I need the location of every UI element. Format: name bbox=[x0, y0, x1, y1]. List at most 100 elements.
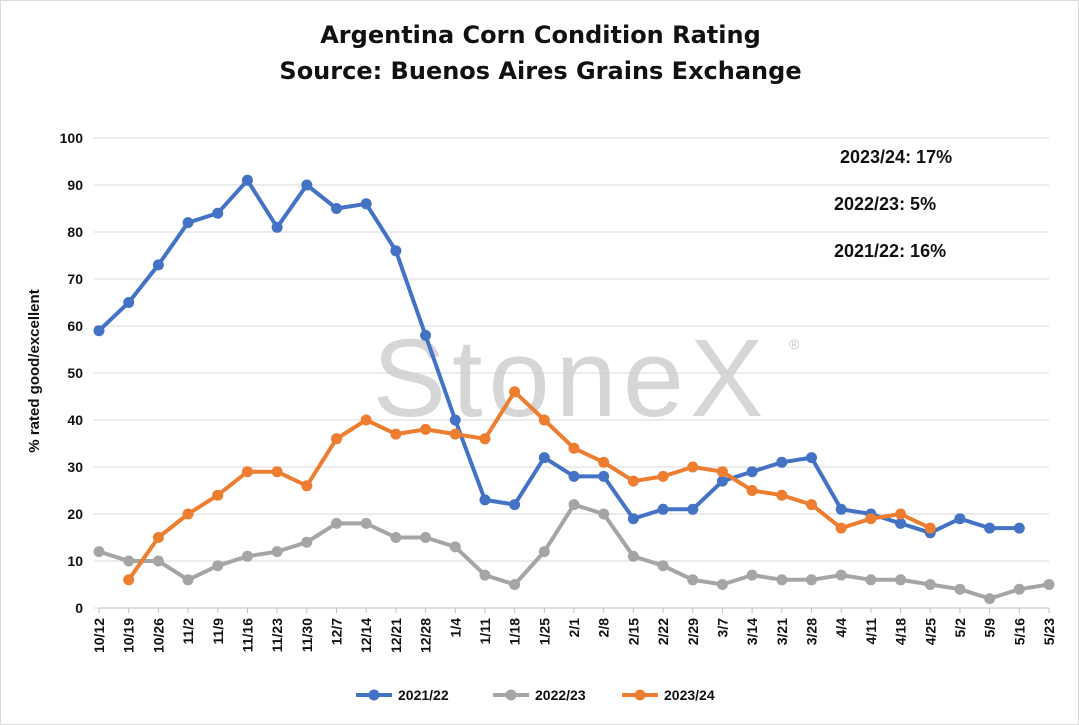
data-point bbox=[806, 574, 817, 586]
data-point bbox=[449, 541, 461, 553]
data-point bbox=[331, 433, 342, 445]
y-tick-label: 30 bbox=[67, 459, 83, 475]
data-point bbox=[716, 466, 728, 478]
data-point bbox=[568, 442, 580, 454]
data-point bbox=[865, 574, 877, 586]
data-point bbox=[598, 470, 610, 482]
data-point bbox=[479, 494, 491, 506]
data-point bbox=[746, 485, 758, 496]
data-point bbox=[1013, 522, 1025, 534]
legend-label: 2022/23 bbox=[535, 687, 586, 703]
data-point bbox=[360, 198, 372, 210]
series-2022/23 bbox=[93, 499, 1055, 605]
data-point bbox=[806, 499, 817, 511]
data-point bbox=[123, 555, 135, 567]
data-point bbox=[301, 179, 313, 191]
x-tick-label: 4/25 bbox=[922, 618, 938, 645]
data-point bbox=[716, 579, 728, 590]
data-point bbox=[182, 508, 194, 520]
data-point bbox=[301, 536, 313, 548]
x-tick-label: 2/8 bbox=[596, 618, 612, 638]
data-point bbox=[835, 503, 847, 515]
data-point bbox=[449, 414, 461, 426]
data-point bbox=[687, 461, 699, 473]
data-point bbox=[687, 503, 699, 515]
chart-subtitle: Source: Buenos Aires Grains Exchange bbox=[279, 57, 802, 85]
x-tick-label: 12/14 bbox=[358, 618, 374, 653]
x-tick-label: 11/23 bbox=[269, 618, 285, 652]
data-point bbox=[212, 489, 224, 501]
x-tick-label: 10/19 bbox=[121, 618, 137, 653]
data-point bbox=[271, 466, 283, 478]
watermark: StoneX bbox=[373, 317, 770, 440]
data-point bbox=[835, 569, 847, 581]
x-tick-label: 5/9 bbox=[982, 618, 998, 638]
data-point bbox=[509, 499, 521, 511]
data-point bbox=[93, 325, 105, 337]
series-lines bbox=[93, 174, 1055, 605]
data-point bbox=[538, 414, 550, 426]
data-point bbox=[241, 466, 253, 478]
y-tick-label: 90 bbox=[67, 177, 83, 193]
data-point bbox=[895, 508, 907, 520]
x-tick-label: 4/18 bbox=[893, 618, 909, 645]
x-tick-label: 2/15 bbox=[625, 618, 641, 645]
data-point bbox=[390, 245, 402, 257]
y-tick-label: 50 bbox=[67, 365, 83, 381]
x-tick-label: 10/26 bbox=[150, 618, 166, 653]
data-point bbox=[598, 456, 610, 468]
legend-swatch-marker bbox=[505, 689, 517, 701]
data-point bbox=[331, 203, 342, 214]
y-tick-label: 60 bbox=[67, 318, 83, 334]
data-point bbox=[716, 475, 728, 487]
x-tick-label: 11/16 bbox=[239, 618, 255, 652]
y-tick-label: 0 bbox=[75, 600, 83, 616]
x-tick-label: 12/7 bbox=[329, 618, 345, 645]
data-point bbox=[835, 522, 847, 534]
data-point bbox=[776, 574, 788, 586]
y-tick-label: 100 bbox=[60, 130, 84, 146]
x-tick-label: 1/25 bbox=[536, 618, 552, 645]
data-point bbox=[1013, 583, 1025, 595]
data-point bbox=[449, 428, 461, 440]
data-point bbox=[420, 532, 432, 543]
data-point bbox=[538, 546, 550, 558]
data-point bbox=[420, 329, 432, 341]
data-point bbox=[627, 475, 639, 487]
series-2023/24 bbox=[123, 386, 936, 586]
series-2021/22 bbox=[93, 174, 1025, 539]
legend-label: 2021/22 bbox=[398, 687, 449, 703]
x-tick-label: 2/29 bbox=[685, 618, 701, 645]
data-point bbox=[271, 221, 283, 233]
data-point bbox=[924, 522, 936, 534]
data-point bbox=[568, 470, 580, 482]
x-tick-label: 1/18 bbox=[507, 618, 523, 645]
annotation-label: 2022/23: 5% bbox=[834, 194, 936, 214]
data-point bbox=[1043, 579, 1055, 590]
data-point bbox=[627, 550, 639, 562]
data-point bbox=[657, 560, 669, 572]
data-point bbox=[301, 480, 313, 492]
data-point bbox=[865, 513, 877, 525]
data-point bbox=[212, 560, 224, 572]
legend-swatch-marker bbox=[368, 689, 380, 701]
data-point bbox=[479, 433, 491, 445]
legend-swatch-marker bbox=[634, 689, 646, 701]
legend-item: 2022/23 bbox=[493, 687, 586, 703]
data-point bbox=[182, 217, 194, 229]
data-point bbox=[984, 593, 996, 605]
x-tick-label: 11/30 bbox=[299, 618, 315, 652]
y-tick-label: 70 bbox=[67, 271, 83, 287]
data-point bbox=[360, 517, 372, 529]
data-point bbox=[123, 297, 135, 308]
x-tick-label: 11/2 bbox=[180, 618, 196, 645]
data-point bbox=[895, 574, 907, 586]
x-tick-label: 2/1 bbox=[566, 618, 582, 638]
x-tick-label: 4/4 bbox=[833, 618, 849, 638]
data-point bbox=[420, 423, 432, 435]
data-point bbox=[123, 574, 135, 586]
x-tick-label: 4/11 bbox=[863, 618, 879, 645]
x-tick-label: 11/9 bbox=[210, 618, 226, 645]
data-point bbox=[687, 574, 699, 586]
